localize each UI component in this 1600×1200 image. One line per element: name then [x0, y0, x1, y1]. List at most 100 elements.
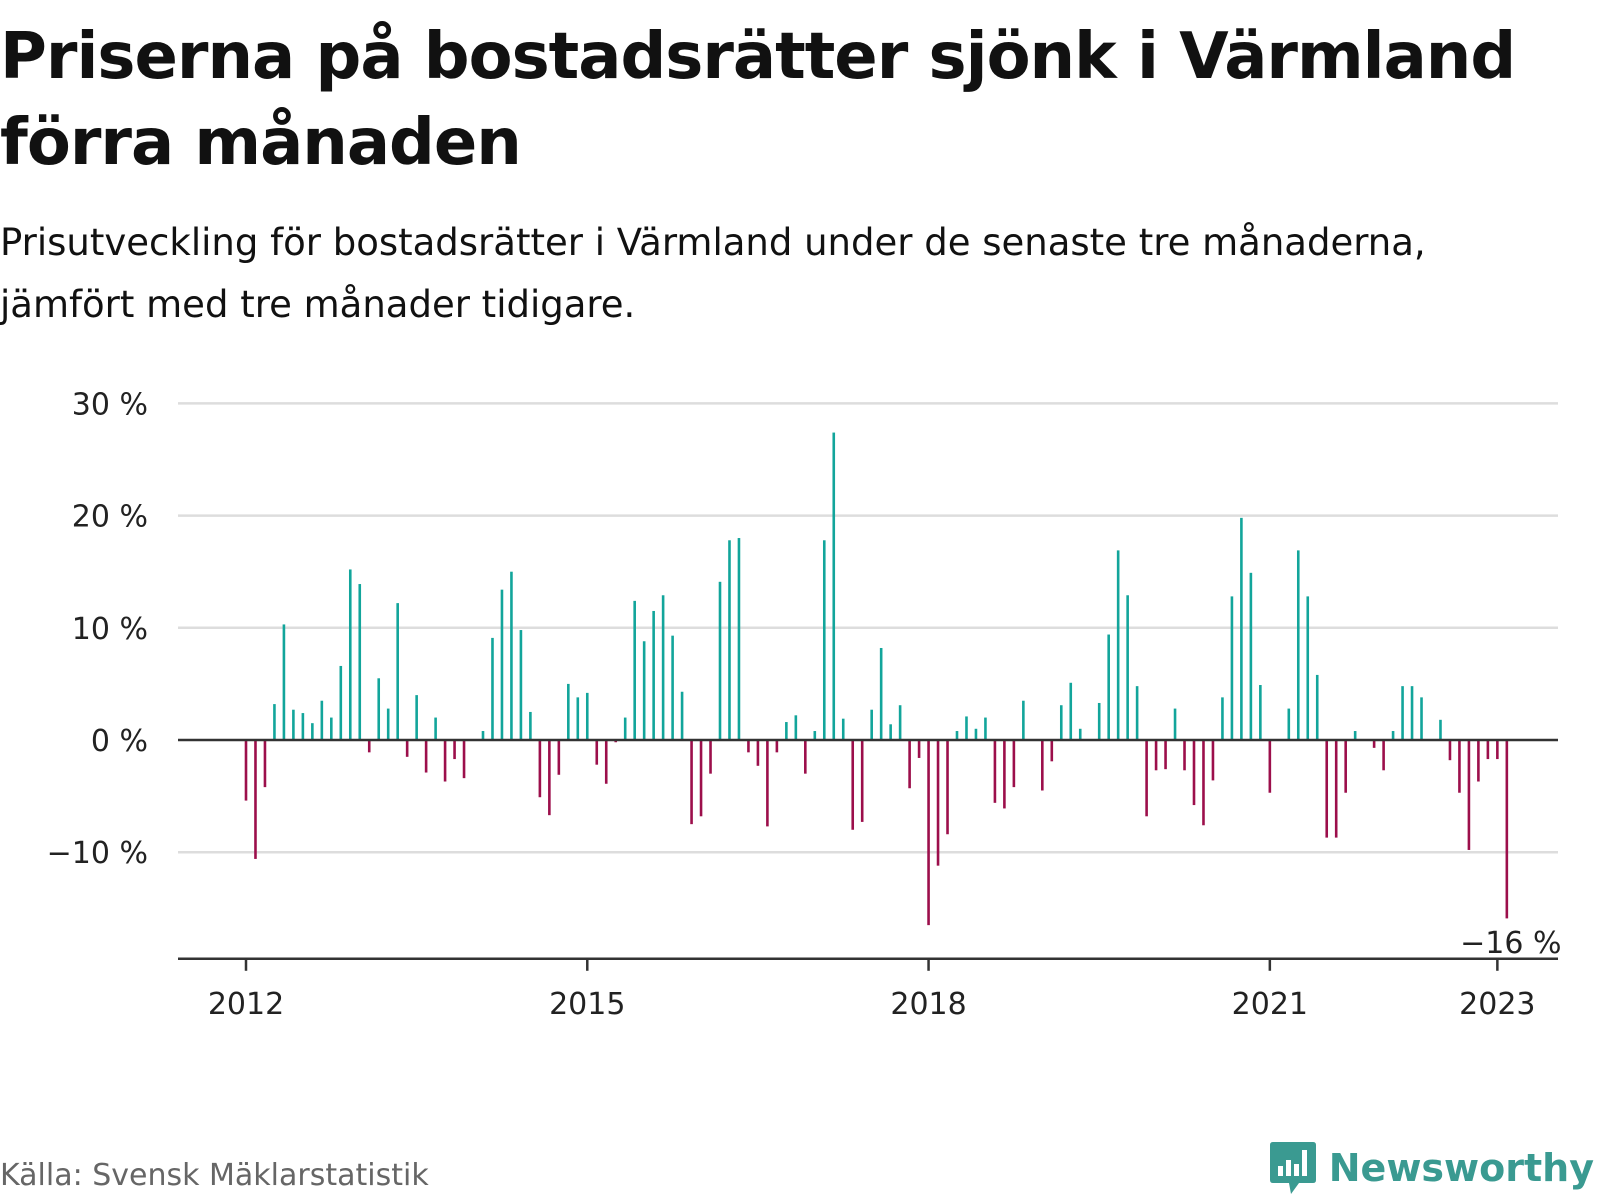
bar	[320, 700, 324, 740]
bar	[1202, 740, 1205, 826]
bar	[301, 713, 305, 740]
bar	[785, 722, 788, 740]
bar	[917, 740, 921, 758]
bar	[1230, 596, 1234, 740]
bar	[974, 728, 978, 740]
bar	[1173, 708, 1177, 740]
bar	[538, 740, 542, 798]
bar	[718, 581, 722, 740]
bar	[386, 708, 390, 740]
x-tick-label: 2023	[1459, 987, 1535, 1022]
bar	[1325, 740, 1329, 838]
bar	[405, 740, 409, 757]
bar	[358, 584, 362, 740]
chart-title: Priserna på bostadsrätter sjönk i Värmla…	[0, 20, 1516, 180]
bar	[927, 740, 930, 926]
bar	[671, 635, 674, 740]
x-tick-label: 2015	[549, 987, 625, 1022]
bar	[1353, 731, 1357, 740]
bar	[775, 740, 779, 753]
bar	[794, 715, 798, 740]
y-tick-label: 0 %	[91, 724, 148, 759]
bar	[642, 641, 646, 740]
bar	[1477, 740, 1480, 782]
bar	[633, 600, 636, 740]
bar	[1135, 686, 1139, 740]
bar	[510, 571, 513, 740]
tick-labels: 30 % 20 % 10 % 0 % −10 % 2012 2015 2018 2021 2023…	[47, 387, 1566, 1022]
bar	[557, 740, 561, 775]
bar	[1211, 740, 1215, 781]
bar	[330, 717, 333, 740]
bar	[604, 740, 608, 784]
bar	[377, 678, 381, 740]
y-tick-label: 30 %	[72, 387, 148, 422]
bar	[1059, 705, 1063, 740]
bar	[1344, 740, 1347, 793]
bar	[813, 731, 817, 740]
bar-chart: 30 % 20 % 10 % 0 % −10 % 2012 2015 2018 2021 2023…	[46, 387, 1566, 1022]
bar	[1268, 740, 1272, 793]
bar	[889, 724, 892, 740]
bar	[1382, 740, 1385, 771]
y-tick-label: −10 %	[47, 836, 148, 871]
bar	[348, 569, 352, 740]
bar	[1306, 596, 1310, 740]
x-tick-label: 2012	[208, 987, 284, 1022]
bar	[623, 717, 627, 740]
bar	[709, 740, 712, 774]
gridlines	[178, 402, 1558, 854]
bar	[1145, 740, 1148, 817]
bar	[1240, 517, 1243, 740]
bar	[822, 540, 826, 740]
x-tick-label: 2018	[890, 987, 966, 1022]
bar	[453, 740, 456, 760]
bar	[254, 740, 257, 859]
bar	[804, 740, 807, 774]
bar	[396, 603, 399, 740]
axes	[178, 738, 1558, 971]
bar	[576, 697, 580, 740]
bar	[1078, 728, 1082, 740]
bar	[737, 538, 741, 740]
bar	[1391, 731, 1395, 740]
newsworthy-logo[interactable]: Newsworthy	[1269, 1140, 1594, 1196]
brand-name: Newsworthy	[1328, 1146, 1594, 1190]
bar	[1287, 708, 1291, 740]
bar	[585, 692, 589, 740]
bar	[1496, 740, 1499, 760]
bar	[1116, 550, 1120, 740]
bar	[984, 717, 987, 740]
chart-subtitle: Prisutveckling för bostadsrätter i Värml…	[0, 221, 1426, 326]
y-tick-label: 10 %	[72, 612, 148, 647]
bar	[1003, 740, 1006, 809]
bar	[936, 740, 940, 866]
bar	[1154, 740, 1158, 771]
bar	[955, 731, 959, 740]
bar	[263, 740, 267, 788]
bar	[1022, 700, 1025, 740]
bar	[434, 717, 437, 740]
bar	[519, 630, 523, 740]
bar	[993, 740, 997, 803]
bar-series	[244, 432, 1509, 926]
bar	[415, 695, 418, 740]
bar	[1401, 686, 1404, 740]
bar	[500, 589, 504, 740]
bar	[1315, 674, 1319, 740]
bar	[680, 691, 684, 740]
source-note: Källa: Svensk Mäklarstatistik	[0, 1158, 429, 1193]
bar	[424, 740, 428, 773]
bar	[1041, 740, 1044, 791]
bar	[1221, 697, 1224, 740]
bar	[1012, 740, 1016, 788]
bar	[548, 740, 551, 816]
bar	[766, 740, 769, 827]
bar	[1164, 740, 1167, 770]
bar	[1372, 740, 1376, 748]
bar	[1192, 740, 1196, 806]
bar	[1448, 740, 1452, 761]
bar	[690, 740, 693, 825]
bar	[1467, 740, 1471, 850]
y-tick-label: 20 %	[72, 500, 148, 535]
